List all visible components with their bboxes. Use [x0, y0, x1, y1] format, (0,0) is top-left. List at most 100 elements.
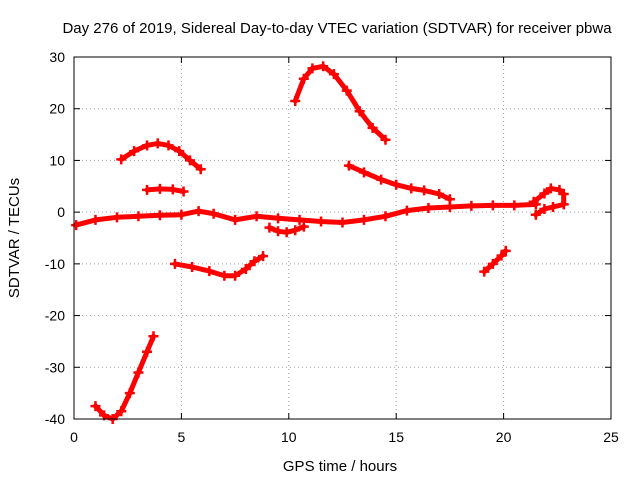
- series-arc-low-1: [93, 333, 156, 422]
- data-point: [530, 209, 541, 220]
- y-tick-label: -10: [45, 256, 65, 272]
- data-point: [558, 199, 569, 210]
- data-point: [509, 200, 520, 211]
- data-point: [154, 183, 165, 194]
- data-point: [376, 174, 387, 185]
- y-tick-label: -30: [45, 359, 65, 375]
- grid: [74, 57, 611, 419]
- data-point: [539, 188, 550, 199]
- data-point: [558, 189, 569, 200]
- data-point: [116, 406, 127, 417]
- data-point: [116, 154, 127, 165]
- data-point: [249, 256, 260, 267]
- data-point: [298, 221, 309, 232]
- data-point: [487, 200, 498, 211]
- data-point: [219, 270, 230, 281]
- series-short-4: [144, 186, 186, 194]
- data-point: [290, 225, 301, 236]
- data-point: [528, 196, 539, 207]
- y-tick-label: -40: [45, 411, 65, 427]
- y-tick-label: -20: [45, 308, 65, 324]
- chart-title: Day 276 of 2019, Sidereal Day-to-day VTE…: [62, 20, 612, 37]
- data-point: [169, 258, 180, 269]
- data-point: [148, 331, 159, 342]
- data-point: [406, 183, 417, 194]
- data-point: [479, 266, 490, 277]
- data-point: [129, 146, 140, 157]
- data-point: [367, 122, 378, 133]
- data-point: [391, 179, 402, 190]
- data-point: [380, 134, 391, 145]
- data-point: [380, 211, 391, 222]
- data-point: [187, 261, 198, 272]
- data-point: [358, 167, 369, 178]
- y-tick-label: 0: [57, 204, 65, 220]
- y-tick-label: 20: [49, 101, 65, 117]
- data-point: [178, 186, 189, 197]
- data-point: [539, 204, 550, 215]
- data-point: [419, 185, 430, 196]
- data-point: [273, 213, 284, 224]
- data-point: [193, 206, 204, 217]
- data-point: [208, 208, 219, 219]
- tick-layer: 0 5 10 15 20 25 -40 -30 -20 -10 0 10 20 30: [45, 49, 619, 445]
- data-point: [195, 164, 206, 175]
- data-point: [341, 85, 352, 96]
- data-point: [90, 401, 101, 412]
- data-point: [142, 346, 153, 357]
- data-point: [167, 184, 178, 195]
- data-point: [240, 264, 251, 275]
- data-point: [466, 200, 477, 211]
- data-point: [434, 189, 445, 200]
- y-tick-label: 10: [49, 152, 65, 168]
- data-point: [307, 63, 318, 74]
- data-point: [176, 209, 187, 220]
- data-point: [354, 106, 365, 117]
- data-point: [111, 212, 122, 223]
- data-point: [230, 270, 241, 281]
- data-point: [264, 222, 275, 233]
- data-point: [318, 61, 329, 72]
- data-point: [281, 227, 292, 238]
- data-point: [142, 184, 153, 195]
- data-point: [294, 214, 305, 225]
- data-point: [174, 146, 185, 157]
- x-tick-label: 10: [281, 429, 297, 445]
- data-point: [444, 194, 455, 205]
- data-point: [358, 214, 369, 225]
- data-point: [133, 211, 144, 222]
- data-point: [487, 258, 498, 269]
- data-point: [152, 138, 163, 149]
- x-axis-label: GPS time / hours: [283, 458, 397, 475]
- data-point: [133, 367, 144, 378]
- data-point: [204, 266, 215, 277]
- data-point: [298, 73, 309, 84]
- data-point: [290, 95, 301, 106]
- data-point: [71, 220, 82, 231]
- x-tick-label: 5: [178, 429, 186, 445]
- data-point: [163, 140, 174, 151]
- x-tick-label: 25: [603, 429, 619, 445]
- data-point: [251, 211, 262, 222]
- data-point: [273, 226, 284, 237]
- series-layer: [71, 61, 569, 424]
- data-point: [328, 69, 339, 80]
- x-tick-label: 15: [388, 429, 404, 445]
- data-point: [90, 214, 101, 225]
- x-tick-label: 0: [70, 429, 78, 445]
- x-tick-label: 20: [496, 429, 512, 445]
- data-point: [423, 203, 434, 214]
- data-point: [258, 251, 269, 262]
- data-point: [545, 183, 556, 194]
- data-point: [142, 140, 153, 151]
- data-point: [124, 388, 135, 399]
- y-tick-label: 30: [49, 49, 65, 65]
- series-baseline: [73, 201, 539, 228]
- data-point: [401, 205, 412, 216]
- y-axis-label: SDTVAR / TECUs: [6, 178, 23, 298]
- data-point: [337, 217, 348, 228]
- plot-frame: [73, 56, 612, 420]
- data-point: [184, 155, 195, 166]
- data-point: [230, 214, 241, 225]
